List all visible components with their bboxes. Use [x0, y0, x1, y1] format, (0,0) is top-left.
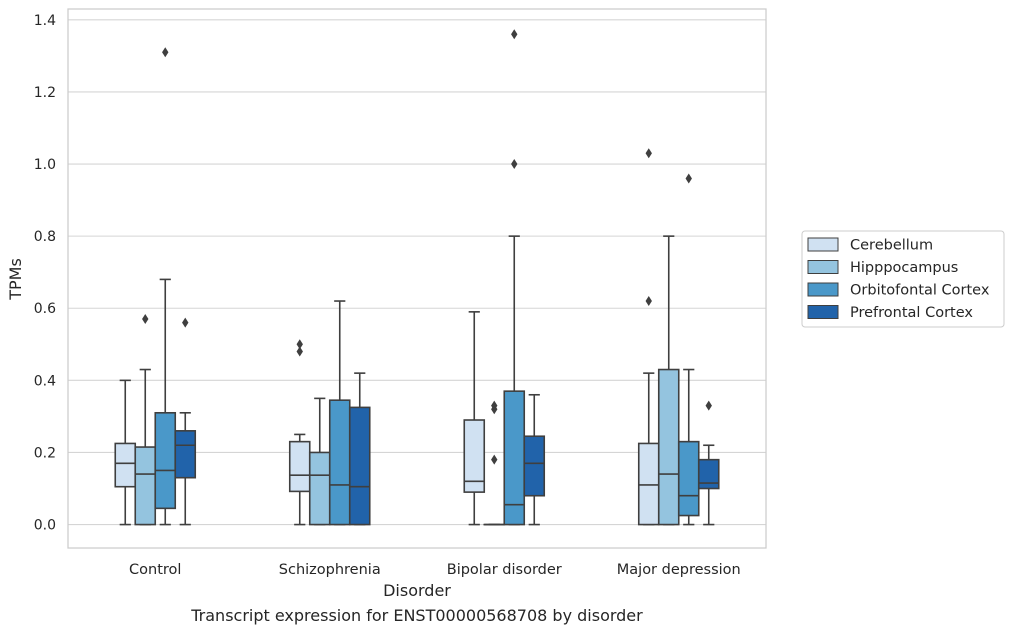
- outlier-point: [511, 159, 518, 170]
- iqr-box: [174, 430, 197, 479]
- outlier-point: [296, 339, 303, 350]
- box-plot: [288, 339, 311, 526]
- x-axis-ticks: Control Schizophrenia Bipolar disorder Majo…: [129, 562, 741, 578]
- y-axis-ticks: 0.0 0.2 0.4 0.6 0.8 1.0 1.2 1.4: [34, 13, 56, 534]
- iqr-box: [114, 442, 137, 488]
- iqr-box: [463, 419, 486, 493]
- iqr-box: [523, 435, 546, 497]
- legend-swatch: [807, 305, 839, 319]
- box-plot: [483, 400, 506, 526]
- box-plot: [677, 173, 700, 526]
- outlier-point: [182, 317, 189, 328]
- iqr-box: [348, 406, 371, 526]
- x-tick-label: Bipolar disorder: [447, 562, 562, 578]
- box-plot: [328, 300, 351, 526]
- box-plot: [657, 235, 680, 526]
- y-tick-label: 0.0: [34, 518, 56, 534]
- outlier-point: [645, 296, 652, 307]
- legend-label: Prefrontal Cortex: [850, 305, 973, 321]
- plot-boxes: [114, 29, 720, 526]
- iqr-box: [657, 368, 680, 526]
- box-plot: [463, 311, 486, 526]
- y-tick-label: 0.8: [34, 229, 56, 245]
- y-tick-label: 0.4: [34, 373, 56, 389]
- box-plot: [308, 397, 331, 526]
- y-tick-label: 0.6: [34, 301, 56, 317]
- x-tick-label: Control: [129, 562, 181, 578]
- outlier-point: [491, 454, 498, 465]
- iqr-box: [677, 440, 700, 517]
- outlier-point: [142, 314, 149, 325]
- plot-frame: [67, 8, 767, 549]
- outlier-point: [645, 148, 652, 159]
- iqr-box: [288, 440, 311, 493]
- iqr-box: [308, 451, 331, 526]
- y-tick-label: 1.2: [34, 85, 56, 101]
- outlier-point: [511, 29, 518, 40]
- outlier-point: [296, 346, 303, 357]
- y-tick-label: 1.4: [34, 13, 56, 29]
- box-plot: [134, 314, 157, 526]
- outlier-point: [705, 400, 712, 411]
- box-plot: [348, 372, 371, 526]
- iqr-box: [134, 446, 157, 526]
- x-axis-label: Disorder: [383, 581, 451, 600]
- legend-label: Orbitofontal Cortex: [850, 283, 990, 299]
- legend: Cerebellum Hipppocampus Orbitofontal Corte…: [801, 230, 1005, 328]
- box-plot: [697, 400, 720, 526]
- iqr-box: [637, 442, 660, 526]
- iqr-box: [328, 399, 351, 526]
- y-tick-label: 0.2: [34, 445, 56, 461]
- x-tick-label: Schizophrenia: [279, 562, 381, 578]
- box-plot: [503, 29, 526, 526]
- legend-swatch: [807, 237, 839, 252]
- box-plot: [637, 148, 660, 526]
- legend-label: Hipppocampus: [850, 260, 958, 276]
- y-axis-label: TPMs: [6, 258, 25, 301]
- box-plot: [174, 317, 197, 526]
- box-plot: [523, 393, 546, 526]
- x-tick-label: Major depression: [617, 562, 741, 578]
- legend-swatch: [807, 260, 839, 274]
- outlier-point: [685, 173, 692, 184]
- legend-frame: [801, 230, 1005, 328]
- iqr-box: [154, 411, 177, 510]
- box-plot: [154, 47, 177, 526]
- figure-caption: Transcript expression for ENST0000056870…: [191, 606, 643, 625]
- legend-label: Cerebellum: [850, 238, 933, 254]
- legend-swatch: [807, 282, 839, 297]
- outlier-point: [491, 400, 498, 411]
- y-tick-label: 1.0: [34, 157, 56, 173]
- iqr-box: [697, 458, 720, 490]
- box-plot: [114, 379, 137, 526]
- outlier-point: [162, 47, 169, 58]
